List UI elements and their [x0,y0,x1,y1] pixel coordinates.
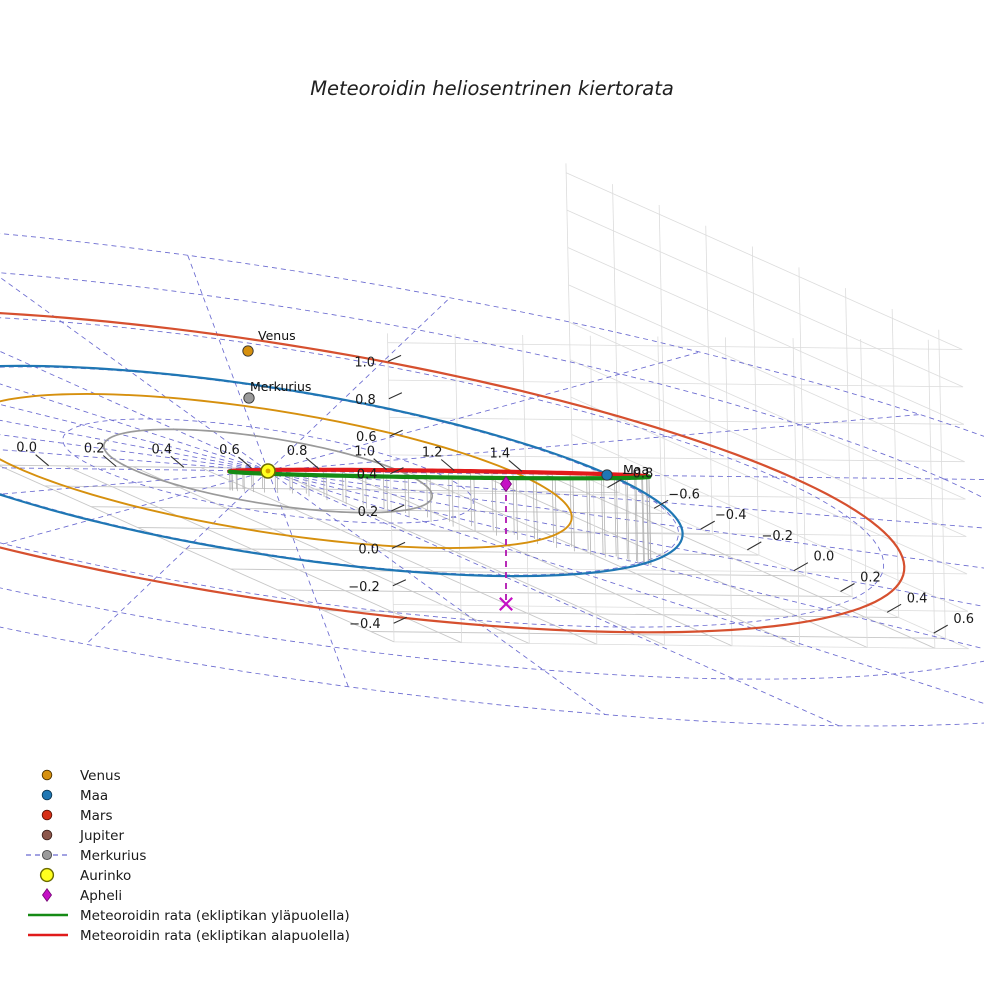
y-axis-tick-label: 0.6 [953,612,974,627]
marker-merkurius[interactable] [243,392,255,404]
legend-item-jupiter[interactable]: Jupiter [41,828,124,844]
legend-label: Venus [80,768,121,784]
legend-marker-swatch [41,829,53,841]
marker-apheli[interactable] [500,475,512,493]
marker-aphelin-projektio[interactable] [499,597,513,611]
y-axis-tick-label: 0.4 [907,591,928,606]
x-axis-tick-label: 0.8 [287,444,308,459]
body-annotations: Venus Merkurius Maa [250,328,649,477]
z-axis-tick-label: −0.2 [348,580,380,595]
y-axis-tick: 0.6 0.4 0.2 0.0 −0.2 −0.4 −0.6 −0.8 [607,467,974,634]
legend-marker-swatch [41,789,53,801]
x-axis-tick-label: 1.4 [490,446,511,461]
z-axis-tick-label: 1.0 [354,355,375,370]
marker-aurinko[interactable] [260,463,276,479]
legend-label: Jupiter [79,828,124,844]
legend-item-apheli[interactable]: Apheli [41,888,123,904]
legend-marker-swatch [41,809,53,821]
legend-item-venus[interactable]: Venus [41,768,121,784]
x-axis-tick-label: 0.0 [16,441,37,456]
x-axis-tick-label: 0.4 [152,442,173,457]
legend-marker-swatch [41,769,53,781]
legend-label: Maa [80,788,108,804]
marker-venus[interactable] [242,345,254,357]
annotation-venus: Venus [258,328,296,343]
page-title: Meteoroidin heliosentrinen kiertorata [310,77,674,100]
y-axis-tick-label: 0.2 [860,571,881,586]
y-axis-tick-label: −0.2 [762,529,794,544]
body-markers [242,345,613,611]
legend: Venus Maa Mars Jupiter Merkurius Aurinko Aphel… [26,768,350,944]
legend-item-merkurius[interactable]: Merkurius [26,848,146,864]
y-axis-tick-label: −0.6 [668,487,700,502]
legend-item-mars[interactable]: Mars [41,808,113,824]
axis-ticks: 0.0 0.2 0.4 0.6 0.8 1.0 1.2 1.4 0.6 0.4 0.2 0.0 −0.2… [16,354,974,634]
legend-item-meteoroidin-rata-ekliptikan-alapuolella[interactable]: Meteoroidin rata (ekliptikan alapuolella… [28,928,350,944]
grid-panes [0,163,969,650]
y-axis-tick-label: −0.8 [622,467,654,482]
annotation-maa: Maa [623,462,649,477]
z-axis-tick: 1.0 0.8 0.6 0.4 0.2 0.0 −0.2 −0.4 [348,354,407,632]
legend-label: Aurinko [80,868,131,884]
stem-lines [229,469,652,566]
legend-label: Merkurius [80,848,146,864]
legend-marker-swatch [41,888,53,902]
legend-marker-swatch [41,849,53,861]
legend-label: Meteoroidin rata (ekliptikan alapuolella… [80,928,350,944]
legend-label: Meteoroidin rata (ekliptikan yläpuolella… [80,908,350,924]
z-axis-tick-label: 0.2 [358,505,379,520]
legend-label: Mars [80,808,113,824]
x-axis-tick-label: 0.6 [219,443,240,458]
legend-label: Apheli [80,888,122,904]
x-axis-tick-label: 1.2 [422,446,443,461]
legend-item-meteoroidin-rata-ekliptikan-yläpuolella[interactable]: Meteoroidin rata (ekliptikan yläpuolella… [28,908,350,924]
z-axis-tick-label: −0.4 [349,617,381,632]
marker-maa[interactable] [601,469,613,481]
x-axis-tick: 0.0 0.2 0.4 0.6 0.8 1.0 1.2 1.4 [16,441,523,472]
x-axis-tick-label: 0.2 [84,442,105,457]
x-axis-tick-label: 1.0 [354,445,375,460]
z-axis-tick-label: 0.6 [356,430,377,445]
legend-marker-swatch [39,867,55,883]
y-axis-tick-label: −0.4 [715,508,747,523]
annotation-merkurius: Merkurius [250,379,311,394]
y-axis-tick-label: 0.0 [814,550,835,565]
z-axis-tick-label: 0.8 [355,393,376,408]
legend-item-aurinko[interactable]: Aurinko [39,867,132,884]
z-axis-tick-label: 0.4 [357,468,378,483]
legend-item-maa[interactable]: Maa [41,788,108,804]
planet-orbits [0,312,906,634]
z-axis-tick-label: 0.0 [358,542,379,557]
